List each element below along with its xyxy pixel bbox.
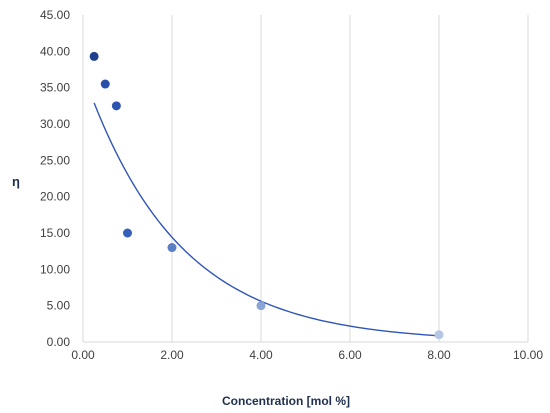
y-tick-label: 40.00 <box>40 44 70 58</box>
trendline <box>93 102 440 337</box>
data-points <box>89 51 444 340</box>
trendline-layer <box>93 102 440 337</box>
tick-labels: 0.00 2.00 4.00 6.00 8.00 10.00 0.00 5.00 10.00 15… <box>40 8 543 362</box>
y-tick-label: 0.00 <box>47 335 71 349</box>
data-point <box>434 330 444 340</box>
data-point <box>100 79 110 89</box>
y-tick-label: 15.00 <box>40 226 70 240</box>
y-tick-label: 5.00 <box>47 299 71 313</box>
y-tick-label: 25.00 <box>40 153 70 167</box>
x-tick-label: 0.00 <box>71 348 95 362</box>
x-axis-title: Concentration [mol %] <box>222 394 350 408</box>
y-tick-label: 30.00 <box>40 117 70 131</box>
data-point <box>256 301 266 311</box>
x-tick-label: 10.00 <box>513 348 543 362</box>
data-point <box>89 51 99 61</box>
data-point <box>111 101 121 111</box>
data-point <box>123 228 132 238</box>
axes <box>82 15 528 343</box>
x-tick-label: 8.00 <box>427 348 451 362</box>
y-tick-label: 10.00 <box>40 262 70 276</box>
y-tick-label: 20.00 <box>40 190 70 204</box>
data-point <box>167 243 177 253</box>
y-tick-label: 45.00 <box>40 8 70 22</box>
grid-lines <box>171 15 529 342</box>
y-axis-title: η <box>12 174 20 189</box>
x-tick-label: 4.00 <box>249 348 273 362</box>
x-tick-label: 2.00 <box>160 348 184 362</box>
x-tick-label: 6.00 <box>338 348 362 362</box>
y-tick-label: 35.00 <box>40 81 70 95</box>
